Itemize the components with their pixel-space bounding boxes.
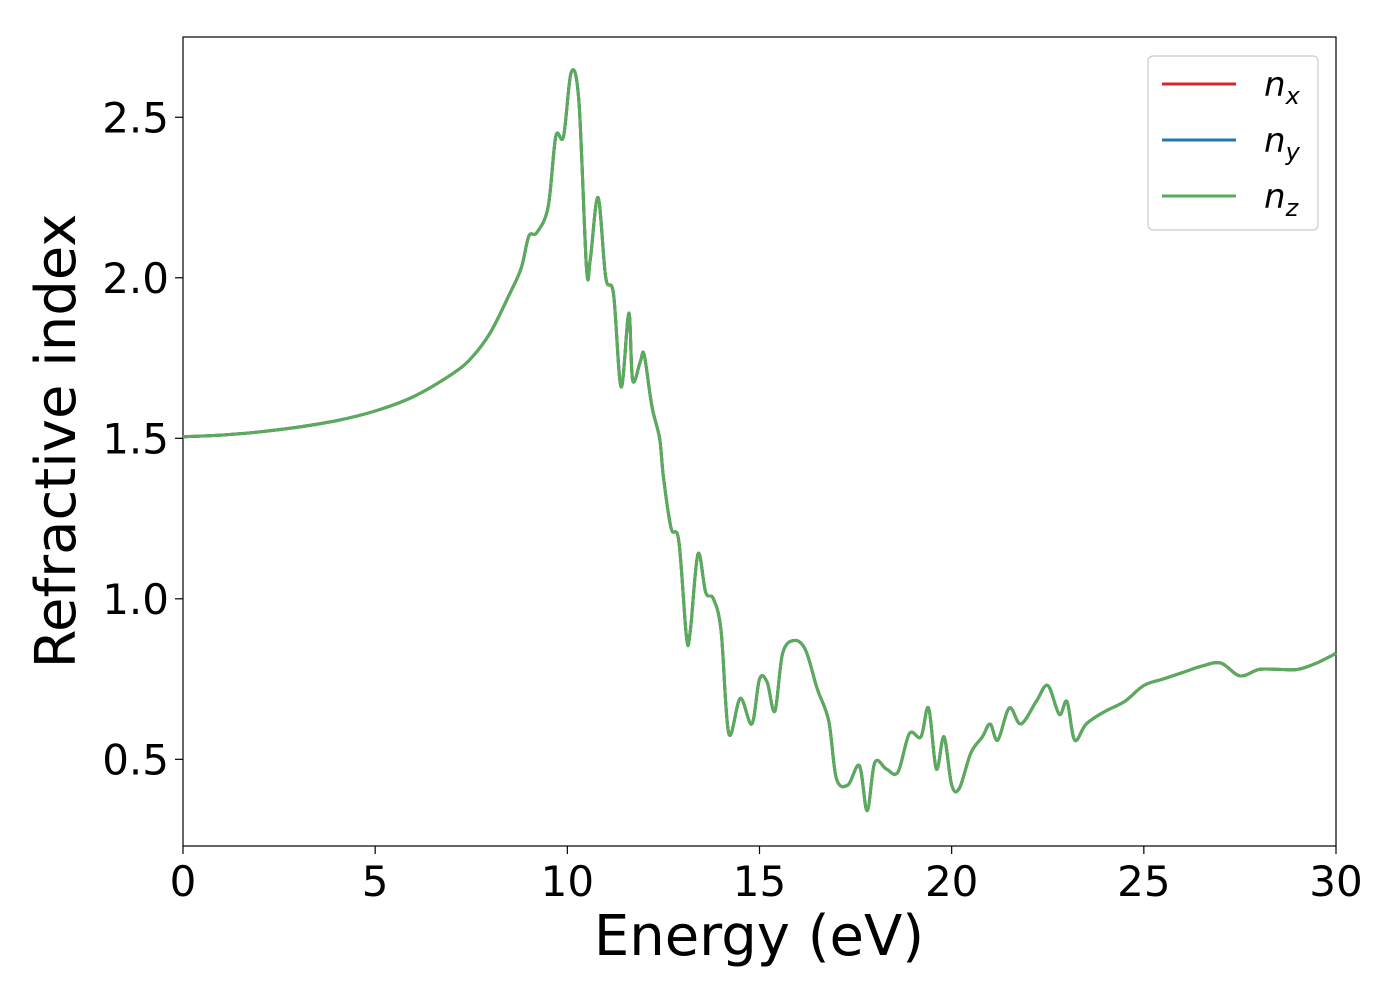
y-tick-label: 0.5 bbox=[102, 735, 169, 784]
legend-label-n-y: ny bbox=[1264, 121, 1301, 166]
y-tick-label: 2.0 bbox=[102, 254, 169, 303]
x-tick-label: 0 bbox=[170, 857, 197, 906]
plot-area bbox=[182, 36, 1337, 847]
y-axis-label: Refractive index bbox=[24, 214, 89, 669]
legend-box bbox=[1147, 55, 1319, 231]
legend-label-subscript: y bbox=[1285, 138, 1301, 166]
legend-label-base: n bbox=[1264, 121, 1286, 161]
x-tick-label: 30 bbox=[1309, 857, 1362, 906]
legend-label-n-z: nz bbox=[1264, 177, 1300, 222]
legend-label-subscript: z bbox=[1285, 194, 1300, 222]
legend-label-base: n bbox=[1264, 65, 1286, 105]
y-axis: 0.5 1.0 1.5 2.0 2.5 bbox=[102, 93, 183, 784]
legend-label-n-x: nx bbox=[1264, 65, 1301, 110]
x-tick-label: 20 bbox=[925, 857, 978, 906]
x-axis-label: Energy (eV) bbox=[594, 904, 924, 969]
x-tick-label: 15 bbox=[733, 857, 786, 906]
y-tick-label: 2.5 bbox=[102, 93, 169, 142]
legend-label-subscript: x bbox=[1285, 82, 1301, 110]
x-tick-label: 5 bbox=[362, 857, 389, 906]
x-tick-label: 10 bbox=[541, 857, 594, 906]
x-axis: 0 5 10 15 20 25 30 bbox=[170, 846, 1363, 906]
x-tick-label: 25 bbox=[1117, 857, 1170, 906]
series-line-n-z bbox=[182, 68, 1337, 813]
y-tick-label: 1.5 bbox=[102, 414, 169, 463]
y-tick-label: 1.0 bbox=[102, 575, 169, 624]
legend-label-base: n bbox=[1264, 177, 1286, 217]
